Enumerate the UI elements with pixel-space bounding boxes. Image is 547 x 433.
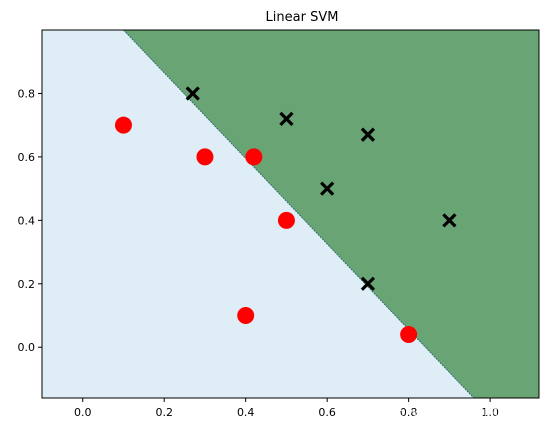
- y-axis: 0.0 0.2 0.4 0.6 0.8: [18, 87, 42, 354]
- circle-point-1: [196, 148, 214, 166]
- circle-point-5: [400, 326, 418, 344]
- x-tick-label-1: 0.2: [155, 406, 173, 419]
- x-point-4: [442, 213, 457, 228]
- y-tick-label-2: 0.4: [18, 214, 36, 227]
- x-point-3: [320, 181, 335, 196]
- x-point-1: [279, 111, 294, 126]
- x-tick-label-0: 0.0: [74, 406, 92, 419]
- x-tick-label-5: 1.0: [481, 406, 499, 419]
- x-point-1-stroke-b: [279, 111, 294, 126]
- plot-frame: [41, 29, 540, 399]
- x-tick-label-2: 0.4: [237, 406, 255, 419]
- y-tick-label-1: 0.2: [18, 278, 36, 291]
- x-point-0-stroke-b: [185, 86, 200, 101]
- circle-point-4: [237, 307, 255, 325]
- circle-point-3: [277, 211, 295, 229]
- circle-point-0: [114, 116, 132, 134]
- region-class-x: [123, 30, 540, 398]
- x-point-2: [360, 127, 376, 142]
- plot-area: [41, 29, 540, 399]
- x-axis: 0.0 0.2 0.4 0.6 0.8 1.0: [74, 398, 499, 419]
- y-tick-label-4: 0.8: [18, 87, 36, 100]
- x-point-5: [360, 276, 376, 291]
- x-tick-label-3: 0.6: [318, 406, 336, 419]
- y-tick-label-3: 0.6: [18, 151, 36, 164]
- circle-point-2: [245, 148, 263, 166]
- y-tick-label-0: 0.0: [18, 341, 36, 354]
- x-point-2-stroke-b: [360, 127, 376, 142]
- x-tick-label-4: 0.8: [400, 406, 418, 419]
- x-point-5-stroke-b: [360, 276, 376, 291]
- x-point-3-stroke-b: [320, 181, 335, 196]
- watermark-text: CSDN @一蓑烟雨晴: [383, 406, 530, 425]
- chart-title: Linear SVM: [266, 10, 339, 25]
- x-point-0: [185, 86, 200, 101]
- x-point-4-stroke-b: [442, 213, 457, 228]
